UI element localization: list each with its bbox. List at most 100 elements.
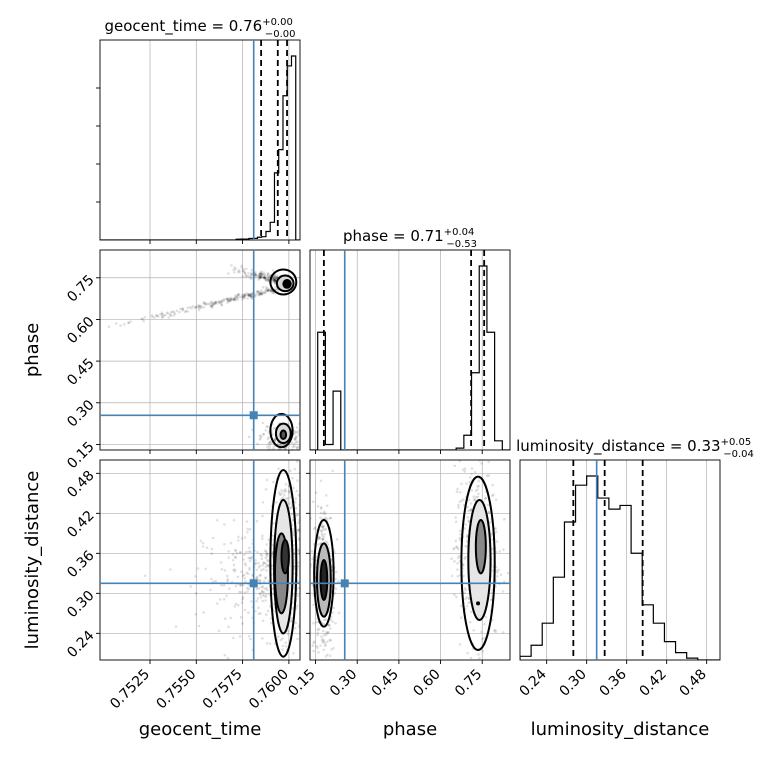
sample-point — [234, 602, 238, 606]
sample-point — [226, 656, 230, 660]
sample-point — [250, 600, 253, 603]
sample-point — [258, 564, 262, 567]
sample-point — [246, 590, 249, 594]
sample-point — [197, 304, 201, 308]
sample-point — [297, 422, 300, 426]
sample-point — [241, 595, 245, 599]
sample-point — [239, 616, 243, 619]
sample-point — [266, 424, 269, 428]
sample-point — [284, 483, 288, 486]
sample-point — [233, 568, 237, 572]
sample-point — [263, 276, 267, 280]
sample-point — [256, 550, 259, 554]
sample-point — [319, 687, 322, 690]
sample-point — [293, 431, 296, 435]
sample-point — [261, 637, 264, 640]
sample-point — [466, 505, 470, 509]
sample-point — [264, 599, 267, 602]
sample-point — [258, 290, 261, 294]
sample-point — [299, 573, 300, 576]
sample-point — [297, 521, 300, 525]
sample-point — [454, 539, 458, 543]
sample-point — [263, 276, 267, 280]
sample-point — [462, 498, 465, 501]
sample-point — [301, 560, 304, 563]
sample-point — [267, 559, 270, 563]
panel-frame — [309, 249, 511, 451]
sample-point — [320, 529, 324, 533]
sample-point — [290, 617, 293, 620]
sample-point — [265, 642, 269, 645]
sample-point — [321, 527, 325, 530]
sample-point — [262, 567, 265, 571]
sample-point — [248, 528, 252, 531]
sample-point — [173, 312, 177, 316]
contour-outer — [269, 412, 294, 449]
sample-point — [268, 442, 272, 446]
x-tick-label: 0.15 — [285, 666, 318, 699]
sample-point — [115, 322, 118, 325]
sample-point — [455, 546, 459, 549]
sample-point — [197, 624, 201, 628]
sample-point — [238, 551, 242, 554]
sample-point — [455, 595, 458, 599]
sample-point — [321, 537, 324, 541]
sample-point — [184, 309, 188, 313]
sample-point — [273, 279, 277, 283]
sample-point — [261, 590, 264, 594]
sample-point — [462, 563, 465, 566]
sample-point — [321, 525, 325, 528]
sample-point — [331, 611, 334, 615]
sample-point — [243, 536, 247, 539]
sample-point — [238, 635, 242, 638]
sample-point — [258, 292, 262, 295]
sample-point — [494, 527, 497, 530]
sample-point — [266, 552, 270, 556]
sample-point — [296, 528, 299, 532]
sample-point — [278, 492, 281, 496]
sample-point — [477, 653, 480, 656]
sample-point — [255, 273, 259, 277]
x-axis-label: geocent_time — [139, 719, 262, 740]
sample-point — [244, 580, 247, 583]
sample-point — [254, 273, 258, 277]
sample-point — [316, 628, 320, 632]
sample-point — [267, 289, 271, 293]
sample-point — [261, 500, 265, 504]
sample-point — [263, 587, 267, 590]
sample-point — [269, 288, 273, 292]
sample-point — [254, 559, 257, 562]
sample-point — [255, 568, 259, 572]
sample-point — [275, 287, 278, 291]
sample-point — [228, 300, 232, 303]
sample-point — [241, 295, 244, 298]
sample-point — [303, 577, 306, 580]
sample-point — [255, 576, 258, 580]
sample-point — [260, 272, 263, 276]
sample-point — [246, 527, 250, 531]
y-tick-label: 0.36 — [64, 548, 97, 581]
x-tick-label: 0.7575 — [200, 666, 246, 712]
sample-point — [244, 274, 248, 278]
sample-point — [189, 585, 192, 588]
sample-point — [259, 276, 263, 279]
sample-point — [301, 567, 304, 570]
sample-point — [227, 625, 230, 629]
sample-point — [299, 504, 300, 507]
sample-point — [328, 667, 331, 670]
sample-point — [317, 537, 320, 541]
sample-point — [265, 278, 268, 282]
sample-point — [332, 606, 336, 610]
sample-point — [266, 287, 269, 290]
histogram-geocent_time — [100, 55, 300, 240]
sample-point — [194, 591, 198, 595]
sample-point — [265, 588, 269, 592]
sample-point — [267, 449, 269, 450]
sample-point — [266, 564, 270, 568]
x-tick-label: 0.48 — [676, 666, 709, 699]
sample-point — [143, 574, 147, 578]
sample-point — [457, 556, 460, 560]
sample-point — [243, 294, 246, 297]
x-tick-label: 0.30 — [327, 666, 360, 699]
sample-point — [264, 565, 268, 569]
